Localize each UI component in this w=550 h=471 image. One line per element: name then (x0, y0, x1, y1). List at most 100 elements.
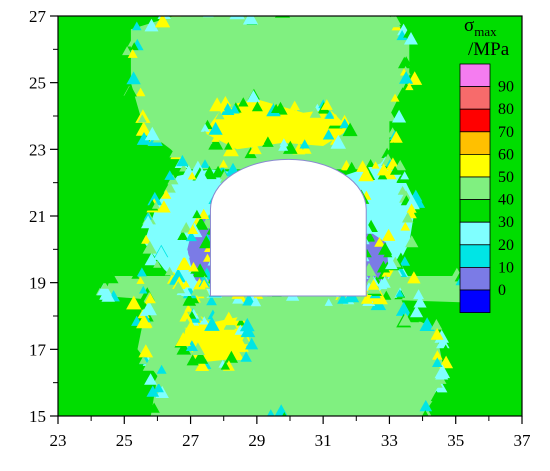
mesh-triangle-0-11-2 (129, 42, 139, 51)
legend-label: 70 (498, 124, 514, 141)
mesh-triangle-0-4-3 (390, 93, 400, 102)
mesh-triangle-7-5-1 (176, 341, 191, 355)
tunnel-opening (209, 158, 367, 297)
mesh-triangle-8-2-0 (176, 255, 192, 270)
mesh-triangle-0-5-5 (387, 142, 400, 153)
mesh-triangle-6-4-4 (339, 118, 351, 129)
mesh-triangle-1-6-4 (267, 409, 275, 416)
x-tick-label: 29 (248, 431, 265, 450)
mesh-triangle-7-3-3 (240, 351, 252, 362)
legend-title: σmax (464, 15, 497, 39)
legend-label: 80 (498, 101, 514, 118)
mesh-triangle-1-7-5 (144, 373, 157, 385)
legend-swatch (459, 289, 491, 314)
mesh-triangle-1-7-4 (146, 385, 160, 397)
mesh-triangle-5-5-5 (181, 286, 192, 296)
mesh-triangle-7-5-3 (185, 340, 198, 351)
mesh-triangle-6-2-2 (289, 100, 300, 110)
mesh-triangle-4-0-0 (371, 161, 380, 169)
mesh-triangle-2-2-2 (182, 293, 197, 306)
mesh-triangle-5-3-2 (157, 200, 171, 213)
x-tick-label: 27 (182, 431, 200, 450)
mesh-triangle-6-5-5 (322, 129, 335, 140)
mesh-triangle-0-6-5 (386, 157, 400, 170)
mesh-triangle-7-1-5 (221, 311, 237, 326)
legend-swatch (459, 86, 491, 110)
mesh-triangle-6-8-0 (208, 136, 224, 150)
legend-unit: /MPa (468, 39, 510, 60)
mesh-triangle-2-0-2 (131, 271, 140, 279)
mesh-triangle-4-0-2 (358, 167, 374, 182)
mesh-triangle-6-5-2 (330, 134, 346, 149)
mesh-triangle-8-3-0 (186, 273, 198, 283)
mesh-triangle-8-1-5 (187, 224, 199, 234)
mesh-triangle-6-6-2 (305, 145, 319, 158)
mesh-triangle-4-4-3 (399, 256, 411, 266)
legend-swatch (459, 131, 491, 155)
mesh-triangle-1-2-4 (398, 313, 413, 326)
mesh-triangle-4-5-5 (387, 266, 404, 281)
mesh-triangle-5-4-0 (141, 234, 152, 244)
mesh-triangle-6-0-2 (215, 111, 225, 120)
mesh-triangle-6-8-4 (208, 121, 223, 135)
mesh-triangle-4-3-1 (400, 221, 411, 231)
mesh-triangle-2-3-3 (100, 281, 109, 289)
mesh-triangle-0-9-4 (136, 132, 152, 145)
x-tick-label: 31 (315, 431, 332, 450)
mesh-triangle-7-1-3 (210, 306, 226, 320)
y-tick-label: 27 (29, 7, 47, 26)
legend-label: 0 (498, 282, 506, 299)
x-tick-label: 25 (116, 431, 133, 450)
mesh-triangle-4-1-1 (394, 159, 406, 171)
mesh-triangle-1-7-1 (148, 402, 160, 413)
mesh-triangle-5-3-0 (151, 201, 160, 209)
mesh-triangle-2-0-0 (136, 276, 145, 284)
mesh-triangle-4-6-2 (360, 293, 373, 304)
mesh-triangle-4-3-5 (405, 235, 419, 248)
mesh-triangle-4-0-5 (346, 161, 357, 171)
mesh-triangle-5-2-2 (161, 189, 172, 199)
mesh-triangle-0-5-2 (381, 147, 393, 158)
mesh-triangle-0-11-5 (126, 71, 141, 85)
mesh-triangle-0-2-4 (403, 24, 418, 38)
mesh-triangle-3-0-5 (407, 271, 421, 284)
mesh-triangle-1-3-4 (440, 344, 451, 354)
x-tick-label: 23 (50, 431, 67, 450)
x-axis: 23 25 27 29 31 33 35 37 (50, 416, 531, 450)
mesh-triangle-4-5-3 (381, 269, 390, 277)
mesh-triangle-0-0-0 (132, 21, 142, 31)
mesh-triangle-1-2-2 (419, 317, 435, 331)
mesh-triangle-1-10-4 (139, 308, 148, 316)
mesh-triangle-1-8-4 (156, 364, 167, 374)
y-tick-label: 17 (29, 340, 47, 359)
mesh-triangle-5-4-3 (153, 260, 162, 268)
mesh-triangle-1-10-5 (139, 285, 148, 294)
mesh-triangle-1-5-4 (419, 399, 433, 412)
mesh-triangle-1-9-5 (136, 314, 152, 329)
mesh-triangle-7-0-1 (199, 316, 209, 325)
mesh-triangle-1-3-5 (430, 328, 444, 340)
mesh-triangle-0-4-2 (399, 71, 414, 84)
mesh-triangle-0-1-1 (229, 16, 245, 20)
mesh-triangle-0-7-5 (200, 159, 210, 168)
mesh-triangle-0-9-1 (135, 121, 152, 136)
mesh-triangle-5-3-5 (141, 215, 156, 229)
mesh-triangle-5-6-0 (181, 280, 190, 288)
mesh-triangle-7-1-4 (204, 316, 220, 331)
mesh-triangle-8-2-4 (188, 261, 199, 272)
mesh-triangle-8-0-3 (193, 216, 209, 230)
mesh-triangle-7-5-5 (175, 332, 191, 346)
mesh-triangle-7-2-0 (234, 324, 246, 335)
mesh-triangle-5-4-5 (142, 240, 157, 254)
mesh-triangle-6-2-1 (291, 108, 301, 118)
mesh-triangle-6-2-4 (251, 101, 263, 112)
mesh-triangle-6-0-5 (209, 97, 225, 112)
mesh-triangle-6-6-5 (299, 139, 310, 149)
legend-label: 90 (498, 79, 514, 96)
mesh-triangle-9-0-4 (381, 228, 396, 241)
mesh-triangle-1-2-5 (430, 319, 443, 330)
mesh-triangle-10-2-3 (324, 298, 333, 306)
mesh-triangle-4-2-3 (397, 186, 408, 195)
mesh-triangle-2-3-4 (102, 269, 119, 284)
